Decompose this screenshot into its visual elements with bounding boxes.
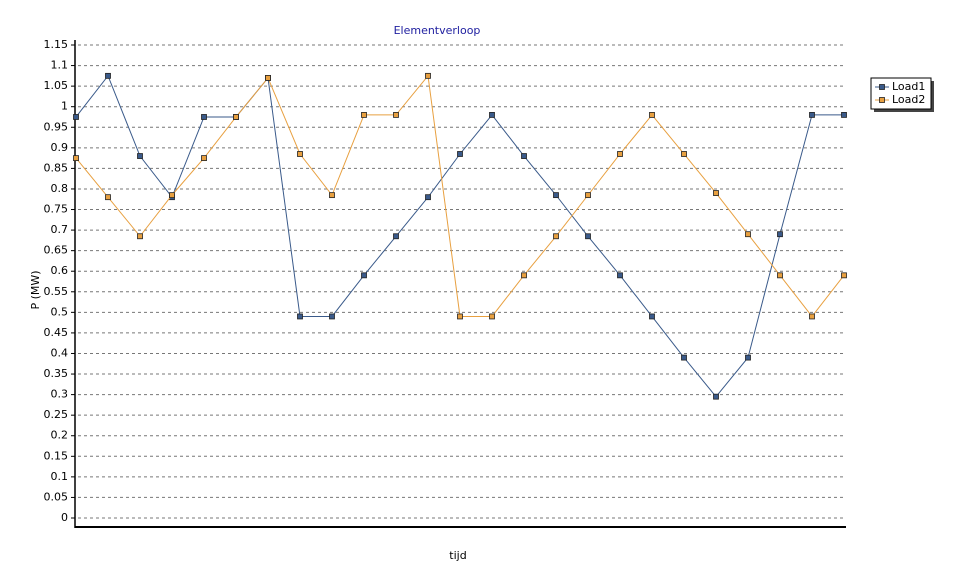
data-point (489, 112, 495, 118)
data-point (681, 151, 687, 157)
data-point (297, 151, 303, 157)
legend-marker (879, 97, 885, 103)
data-point (649, 112, 655, 118)
y-tick-label: 1.1 (51, 59, 69, 72)
y-tick-label: 0.8 (51, 182, 69, 195)
data-point (745, 231, 751, 238)
legend-label: Load1 (892, 80, 925, 93)
chart-title: Elementverloop (394, 24, 481, 37)
y-tick-label: 1 (61, 100, 68, 113)
y-tick-label: 1.05 (44, 79, 69, 92)
y-axis-label: P (MW) (29, 270, 42, 309)
data-point (841, 272, 847, 279)
data-point (553, 192, 559, 199)
data-point (393, 112, 399, 118)
legend-label: Load2 (892, 93, 925, 106)
data-point (297, 313, 303, 320)
data-point (169, 192, 175, 199)
data-point (713, 393, 719, 400)
legend (870, 77, 932, 110)
y-tick-label: 0.4 (51, 346, 69, 359)
data-point (777, 231, 783, 238)
data-point (361, 272, 367, 279)
data-point (425, 72, 431, 79)
data-point (585, 233, 591, 240)
y-tick-label: 0.25 (44, 408, 69, 421)
data-point (201, 155, 207, 162)
y-tick-label: 0.15 (44, 449, 69, 462)
series-line (75, 74, 845, 318)
y-tick-label: 0.65 (44, 244, 69, 257)
data-point (617, 151, 623, 157)
y-tick-label: 0.1 (51, 470, 69, 483)
data-point (105, 72, 111, 79)
y-tick-label: 0.2 (51, 429, 69, 442)
y-tick-label: 0.9 (51, 141, 69, 154)
y-tick-label: 0.6 (51, 264, 69, 277)
data-point (233, 114, 239, 120)
y-tick-label: 1.15 (44, 38, 69, 51)
data-point (73, 114, 79, 120)
data-point (745, 354, 751, 361)
data-point (73, 155, 79, 162)
data-point (425, 194, 431, 201)
data-point (809, 112, 815, 118)
data-point (457, 151, 463, 157)
data-point (457, 313, 463, 320)
y-tick-label: 0.85 (44, 161, 69, 174)
y-tick-label: 0.45 (44, 326, 69, 339)
data-point (329, 192, 335, 199)
data-point (201, 114, 207, 120)
y-tick-label: 0 (61, 511, 68, 524)
data-point (713, 190, 719, 196)
y-tick-label: 0.5 (51, 305, 69, 318)
data-point (617, 272, 623, 279)
data-point (553, 233, 559, 240)
data-point (137, 153, 143, 159)
series-line (75, 74, 844, 398)
y-tick-label: 0.35 (44, 367, 69, 380)
y-tick-label: 0.75 (44, 203, 69, 216)
y-tick-label: 0.3 (51, 388, 69, 401)
y-tick-label: 0.95 (44, 120, 69, 133)
data-point (841, 112, 847, 118)
data-point (329, 313, 335, 320)
data-point (489, 313, 495, 320)
data-point (809, 313, 815, 320)
data-point (137, 233, 143, 240)
legend-marker (879, 84, 885, 90)
x-axis-label: tijd (449, 549, 466, 562)
data-point (521, 272, 527, 279)
data-point (105, 194, 111, 201)
data-point (777, 272, 783, 279)
data-point (681, 354, 687, 361)
data-point (521, 153, 527, 159)
y-tick-label: 0.7 (51, 223, 69, 236)
data-point (649, 313, 655, 320)
data-point (361, 112, 367, 118)
data-point (393, 233, 399, 240)
y-tick-label: 0.55 (44, 285, 69, 298)
data-point (265, 75, 271, 81)
data-point (585, 192, 591, 199)
y-tick-label: 0.05 (44, 490, 69, 503)
